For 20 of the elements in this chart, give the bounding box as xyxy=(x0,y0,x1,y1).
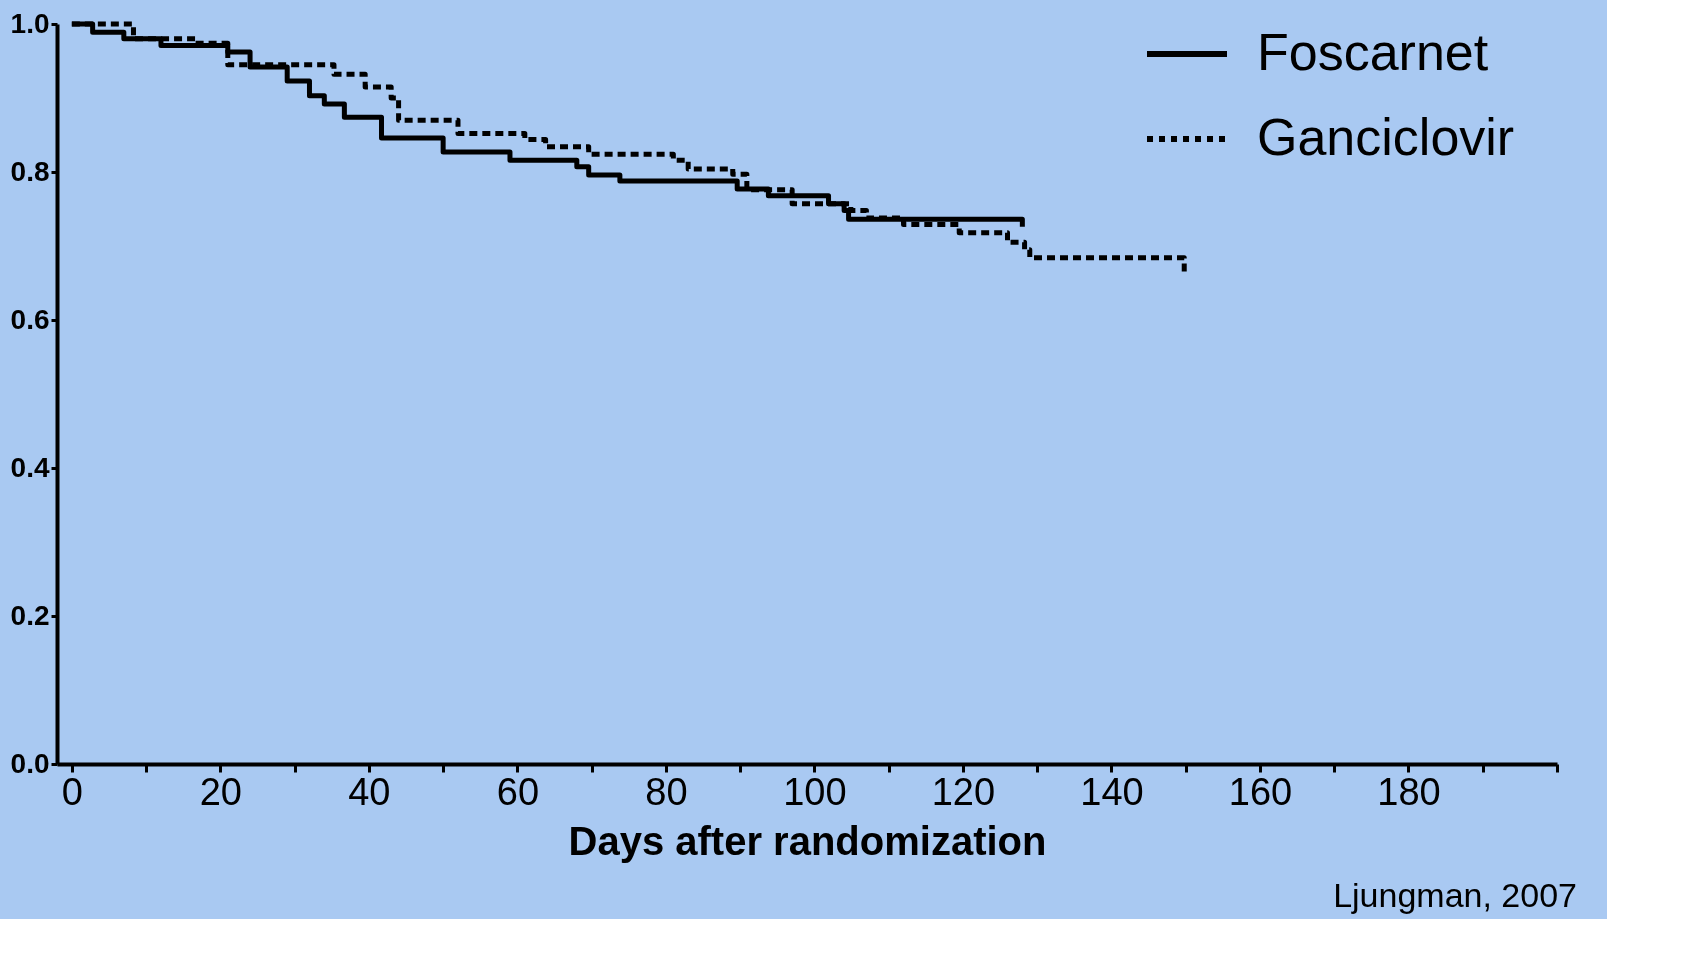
x-tick-label: 0 xyxy=(61,770,83,813)
x-tick-label: 120 xyxy=(931,770,996,813)
y-tick-label: 0.2 xyxy=(10,599,50,631)
legend-label: Foscarnet xyxy=(1257,23,1489,81)
legend-label: Ganciclovir xyxy=(1257,108,1515,166)
x-tick-label: 20 xyxy=(199,770,243,813)
x-tick-label: 180 xyxy=(1377,770,1441,813)
x-tick-label: 80 xyxy=(645,770,688,813)
text: Ljungman, 2007 xyxy=(1333,876,1577,914)
y-tick-label: 0.6 xyxy=(10,303,50,335)
x-tick-label: 60 xyxy=(496,770,540,813)
y-tick-label: 0.4 xyxy=(10,451,50,483)
x-tick-label: 140 xyxy=(1080,770,1144,813)
x-tick-label: 100 xyxy=(783,770,847,813)
x-axis-title: Days after randomization xyxy=(568,818,1047,863)
x-tick-label: 160 xyxy=(1228,770,1293,813)
x-tick-label: 40 xyxy=(348,770,391,813)
y-tick-label: 0.8 xyxy=(10,155,50,187)
y-tick-label: 1.0 xyxy=(10,7,50,39)
y-tick-label: 0.0 xyxy=(10,747,50,779)
